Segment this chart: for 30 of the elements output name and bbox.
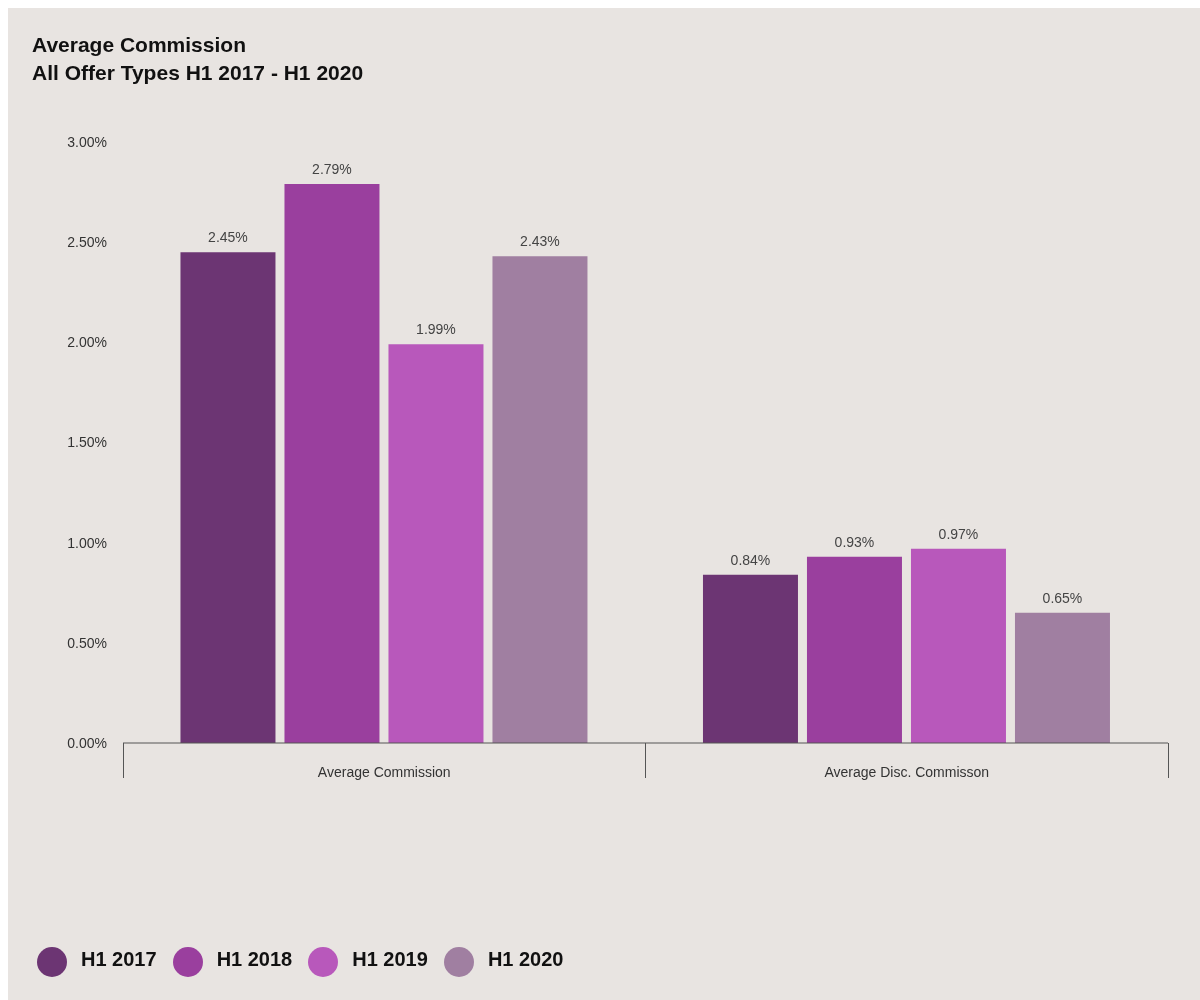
y-tick-label: 1.00% — [67, 534, 107, 551]
data-label: 0.84% — [730, 551, 771, 568]
bar — [180, 252, 276, 743]
legend-label: H1 2019 — [351, 948, 428, 971]
legend-label: H1 2017 — [80, 948, 157, 971]
bar — [388, 344, 484, 743]
data-label: 0.93% — [834, 533, 875, 550]
chart-subtitle: All Offer Types H1 2017 - H1 2020 — [32, 60, 364, 86]
data-label: 0.97% — [938, 525, 979, 542]
bar — [1014, 612, 1110, 743]
y-tick-label: 1.50% — [67, 434, 107, 451]
bar — [702, 574, 798, 743]
bar — [492, 256, 588, 743]
y-tick-label: 2.50% — [67, 234, 107, 251]
data-label: 2.79% — [312, 161, 352, 178]
legend-label: H1 2018 — [215, 948, 293, 971]
data-label: 0.65% — [1042, 589, 1083, 606]
chart-title: Average Commission — [32, 32, 247, 58]
bar — [806, 556, 902, 743]
y-tick-label: 0.50% — [67, 634, 107, 651]
bar — [910, 548, 1006, 743]
legend-label: H1 2020 — [486, 948, 564, 971]
data-label: 2.45% — [208, 229, 248, 246]
data-label: 1.99% — [416, 321, 456, 338]
y-tick-label: 2.00% — [67, 334, 107, 351]
data-label: 2.43% — [520, 233, 560, 250]
y-tick-label: 0.00% — [67, 734, 107, 751]
y-tick-label: 3.00% — [67, 133, 107, 150]
bar — [284, 184, 380, 743]
x-tick-label: Average Disc. Commisson — [824, 763, 990, 780]
